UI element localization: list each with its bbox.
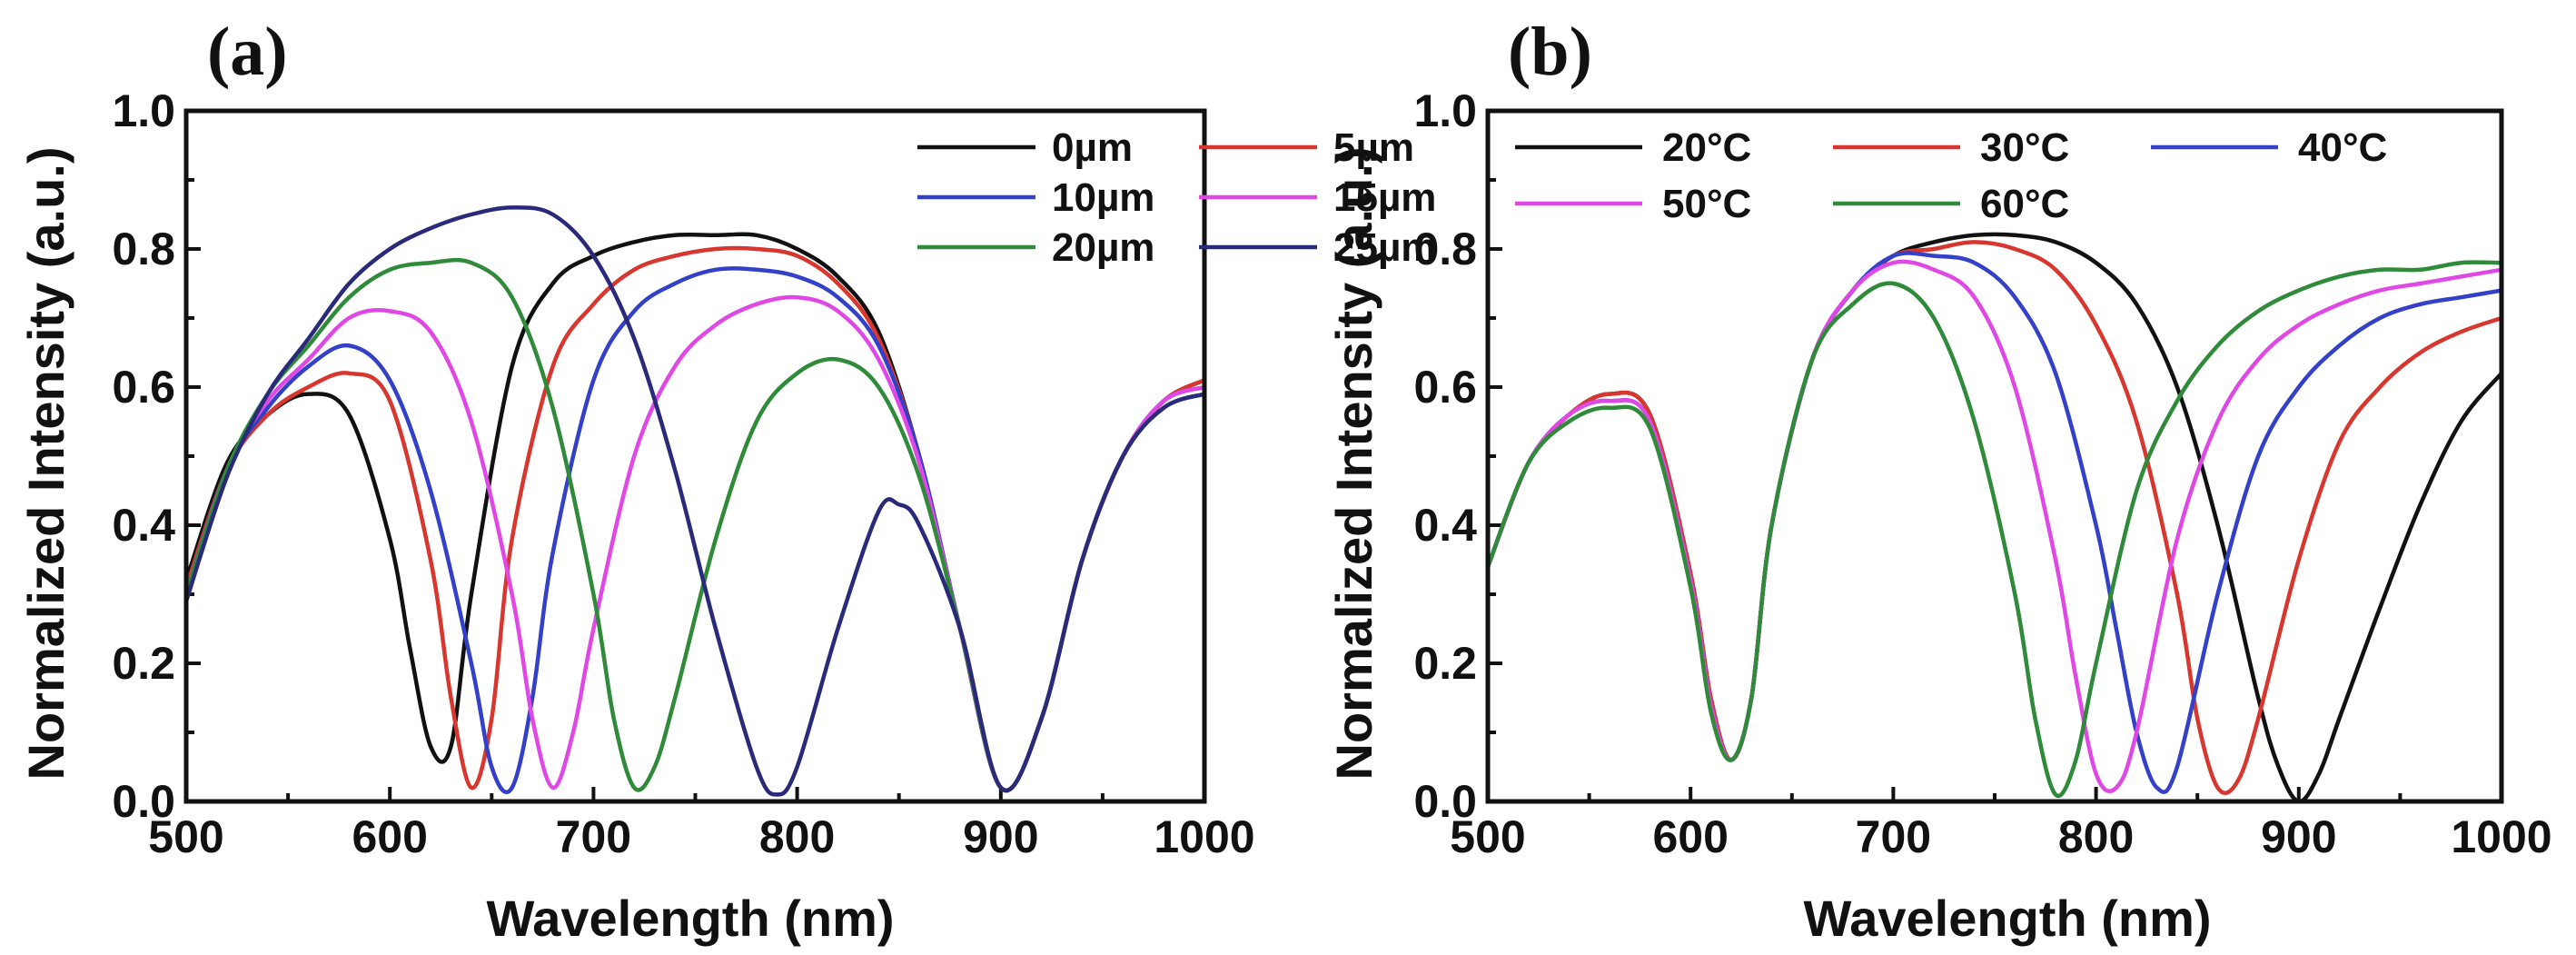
panel-a-x-axis-title: Wavelength (nm) xyxy=(486,890,894,947)
panel-b-y-tick-label: 0.8 xyxy=(1413,224,1477,274)
panel-a-x-tick-label: 1000 xyxy=(1154,811,1254,862)
panel-a-x-tick-label: 900 xyxy=(963,811,1038,862)
panel-b-x-tick-label: 900 xyxy=(2261,811,2336,862)
panel-b-legend-label: 30°C xyxy=(1980,125,2069,170)
panel-a-y-tick-label: 0.0 xyxy=(112,776,175,827)
panel-b-x-tick-label: 500 xyxy=(1450,811,1525,862)
panel-a-y-axis-title: Normalized Intensity (a.u.) xyxy=(17,147,74,781)
panel-a-series-1 xyxy=(183,245,1207,792)
panel-b-tick-labels: 500 600 700 800 900 1000 0.0 0.2 0.4 0.6 0.8 1.0 xyxy=(1413,85,2551,862)
panel-b-frame xyxy=(1485,108,2504,804)
panel-a-legend-label: 15µm xyxy=(1333,175,1436,220)
panel-a-y-tick-label: 0.2 xyxy=(112,638,175,689)
panel-a-legend-label: 25µm xyxy=(1333,225,1436,270)
panel-a-series-2 xyxy=(183,266,1207,795)
panel-a-x-tick-label: 500 xyxy=(148,811,223,862)
panel-b-legend-label: 50°C xyxy=(1662,182,1751,226)
panel-a-legend-label: 20µm xyxy=(1052,225,1154,270)
panel-a: (a) Normalized Intensity (a.u.) Waveleng… xyxy=(17,14,1436,947)
panel-b-y-tick-label: 0.2 xyxy=(1413,638,1477,689)
panel-b-legend-label: 20°C xyxy=(1662,125,1751,170)
panel-b-y-axis-title: Normalized Intensity (a.u.) xyxy=(1325,147,1382,781)
panel-b-label: (b) xyxy=(1508,14,1592,90)
panel-b-series-4 xyxy=(1485,260,2504,799)
panel-b-x-tick-label: 800 xyxy=(2058,811,2134,862)
panel-b-series-3 xyxy=(1485,259,2504,793)
panel-b-legend: 20°C 30°C 40°C 50°C 60°C xyxy=(1515,125,2387,226)
panel-a-x-tick-label: 700 xyxy=(556,811,631,862)
panel-b-x-axis-title: Wavelength (nm) xyxy=(1803,890,2211,947)
panel-a-y-tick-label: 0.6 xyxy=(112,362,175,413)
panel-b-legend-label: 40°C xyxy=(2298,125,2387,170)
panel-a-legend-label: 5µm xyxy=(1333,125,1414,170)
panel-a-legend: 0µm 5µm 10µm 15µm 20µm 25µm xyxy=(917,125,1436,270)
panel-a-label: (a) xyxy=(207,14,288,90)
panel-b-y-tick-label: 0.6 xyxy=(1413,362,1477,413)
panel-b-x-tick-label: 700 xyxy=(1856,811,1931,862)
panel-a-y-tick-label: 0.4 xyxy=(112,500,175,551)
panel-a-legend-label: 10µm xyxy=(1052,175,1154,220)
panel-b-series-1 xyxy=(1485,240,2504,795)
panel-b-curves xyxy=(1485,232,2504,804)
panel-a-legend-label: 0µm xyxy=(1052,125,1133,170)
panel-b-x-tick-label: 600 xyxy=(1652,811,1728,862)
panel-a-y-tick-label: 0.8 xyxy=(112,224,175,274)
panel-b-y-tick-label: 1.0 xyxy=(1413,85,1477,136)
panel-a-x-tick-label: 600 xyxy=(352,811,427,862)
panel-a-y-tick-label: 1.0 xyxy=(112,85,175,136)
panel-b-y-tick-label: 0.4 xyxy=(1413,500,1477,551)
panel-a-x-tick-label: 800 xyxy=(759,811,835,862)
panel-a-frame xyxy=(183,108,1207,804)
panel-a-curves xyxy=(183,205,1207,797)
panel-b-legend-label: 60°C xyxy=(1980,182,2069,226)
panel-a-tick-labels: 500 600 700 800 900 1000 0.0 0.2 0.4 0.6 0.8 1.0 xyxy=(112,85,1254,862)
panel-a-series-5 xyxy=(183,205,1207,797)
panel-b: (b) Normalized Intensity (a.u.) Waveleng… xyxy=(1325,14,2552,947)
panel-b-series-0 xyxy=(1485,232,2504,804)
panel-b-y-tick-label: 0.0 xyxy=(1413,776,1477,827)
panel-b-x-tick-label: 1000 xyxy=(2451,811,2551,862)
panel-a-series-0 xyxy=(183,232,1207,792)
